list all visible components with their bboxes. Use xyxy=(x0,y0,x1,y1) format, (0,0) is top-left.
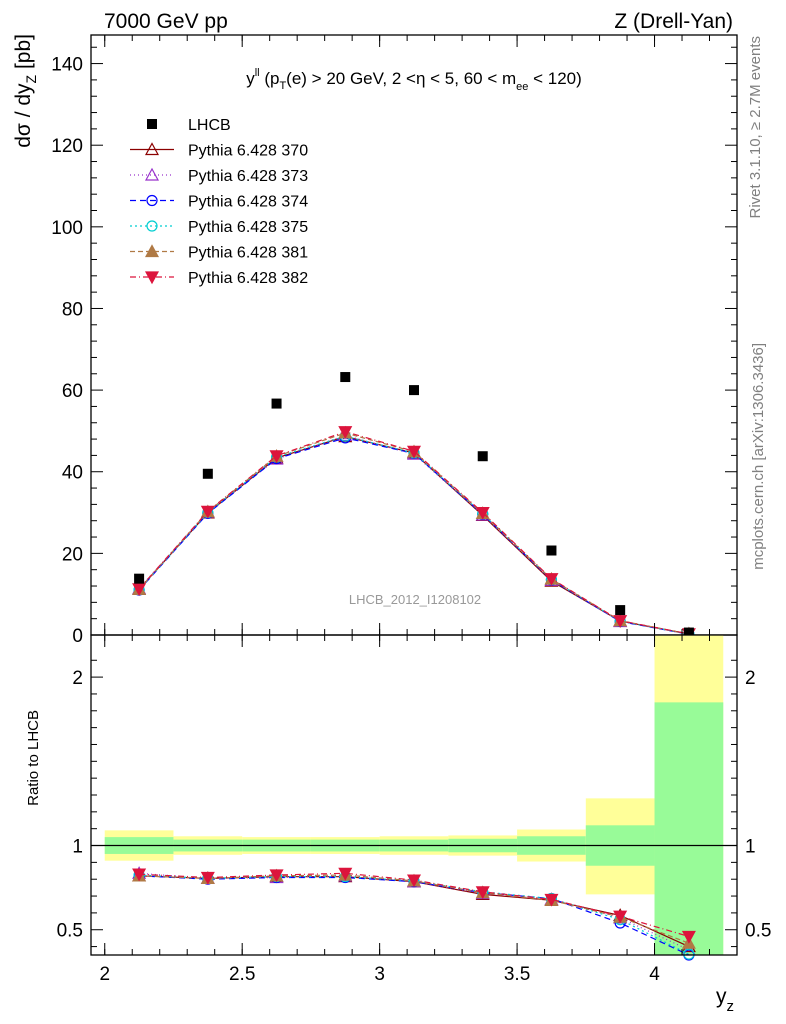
series-line xyxy=(138,431,690,635)
xtick-label: 3 xyxy=(374,964,385,985)
ratio-point xyxy=(132,868,147,882)
ratio-point xyxy=(338,867,353,881)
data-point xyxy=(134,573,145,584)
ratio-ytick-label-right: 0.5 xyxy=(745,921,771,942)
main-ytick-label: 140 xyxy=(51,55,83,76)
main-ytick-label: 40 xyxy=(62,463,83,484)
series-point xyxy=(338,426,353,439)
data-point xyxy=(477,451,488,462)
legend-label: Pythia 6.428 374 xyxy=(188,194,308,211)
main-ylabel-unit: [pb] xyxy=(12,34,35,75)
ratio-ylabel: Ratio to LHCB xyxy=(25,710,42,806)
title-y: y xyxy=(246,69,255,88)
title-mid: (e) > 20 GeV, 2 <η < 5, 60 < m xyxy=(286,69,516,88)
ratio-ytick-label-right: 1 xyxy=(745,837,756,858)
ratio-point xyxy=(406,874,422,888)
header-right: Z (Drell-Yan) xyxy=(614,10,733,33)
legend-label: LHCB xyxy=(188,117,231,134)
legend-marker xyxy=(147,119,157,129)
ratio-ytick-label: 0.5 xyxy=(57,921,83,942)
legend: LHCB Pythia 6.428 370 Pythia 6.428 373 Pyth… xyxy=(130,117,308,287)
ratio-point xyxy=(269,869,284,883)
main-ytick-label: 80 xyxy=(62,299,83,320)
title-y-sup: ll xyxy=(255,67,260,79)
legend-marker xyxy=(144,167,160,181)
xtick-label: 2.5 xyxy=(229,964,255,985)
ratio-point xyxy=(683,948,695,960)
rivet-label: Rivet 3.1.10, ≥ 2.7M events xyxy=(747,36,764,219)
legend-label: Pythia 6.428 381 xyxy=(188,245,308,262)
title-m-sub: ee xyxy=(516,81,528,93)
title-pt-sub: T xyxy=(279,80,286,92)
ratio-frame xyxy=(90,634,738,956)
legend-label: Pythia 6.428 373 xyxy=(188,168,308,185)
series-3 xyxy=(133,432,695,640)
ratio-ytick-label: 2 xyxy=(72,668,83,689)
main-title: yll (pT(e) > 20 GeV, 2 <η < 5, 60 < mee … xyxy=(246,67,582,93)
legend-label: Pythia 6.428 375 xyxy=(188,219,308,236)
data-point xyxy=(683,627,694,638)
mcplots-label: mcplots.cern.ch [arXiv:1306.3436] xyxy=(750,343,767,570)
legend-label: Pythia 6.428 370 xyxy=(188,143,308,160)
main-ytick-label: 60 xyxy=(62,381,83,402)
xtick-label: 2 xyxy=(99,964,110,985)
series-point xyxy=(475,506,490,520)
legend-marker xyxy=(144,271,160,285)
ratio-ytick-label: 1 xyxy=(72,837,83,858)
uncertainty-bands xyxy=(104,635,724,955)
legend-marker xyxy=(144,244,160,258)
header-left: 7000 GeV pp xyxy=(104,10,228,33)
main-ylabel-text: dσ / dy xyxy=(12,83,35,148)
xtick-label: 3.5 xyxy=(504,964,530,985)
series-point xyxy=(269,450,284,464)
ratio-point xyxy=(613,910,628,924)
xtick-label: 4 xyxy=(649,964,660,985)
title-open: (p xyxy=(260,69,280,88)
main-ylabel-sub: Z xyxy=(23,74,39,83)
series-4 xyxy=(133,430,695,640)
legend-marker xyxy=(144,142,160,156)
legend-label: Pythia 6.428 382 xyxy=(188,270,308,287)
series-point xyxy=(200,505,215,519)
legend-marker xyxy=(146,220,158,232)
main-panel: 0 20 40 60 80 100 120 140 LHCB_2012_I1208102 yl… xyxy=(12,34,738,647)
series-point xyxy=(406,445,422,459)
x-axis-label-text: y xyxy=(716,985,727,1008)
data-point xyxy=(615,605,626,616)
data-point xyxy=(340,372,351,383)
main-ytick-label: 100 xyxy=(51,218,83,239)
ratio-point xyxy=(475,886,490,900)
title-close: < 120) xyxy=(528,69,581,88)
data-points xyxy=(134,372,694,638)
ratio-ytick-label-right: 2 xyxy=(745,668,756,689)
ratio-series-6 xyxy=(132,867,696,944)
main-ytick-label: 120 xyxy=(51,136,83,157)
data-point xyxy=(409,385,419,396)
main-ylabel: dσ / dyZ [pb] xyxy=(12,34,39,148)
main-watermark: LHCB_2012_I1208102 xyxy=(349,592,481,607)
x-axis-label: yz xyxy=(716,985,734,1015)
ratio-point xyxy=(544,893,559,907)
series-2 xyxy=(132,428,696,640)
data-point xyxy=(202,468,213,479)
data-point xyxy=(546,545,557,556)
main-ytick-label: 20 xyxy=(62,544,83,565)
series-point xyxy=(132,583,147,597)
ratio-point xyxy=(200,871,215,885)
legend-marker xyxy=(146,194,158,207)
stat-band xyxy=(654,702,724,955)
series-1 xyxy=(132,429,696,640)
ratio-point xyxy=(681,930,696,944)
data-point xyxy=(271,398,282,409)
series-point xyxy=(613,615,628,628)
ratio-panel: 0.5 0.5 1 1 2 2 2 2.5 3 3.5 4 Ratio to LHCB yz xyxy=(25,634,771,1015)
main-ytick-label: 0 xyxy=(72,626,83,647)
x-axis-label-sub: z xyxy=(727,998,735,1015)
series-point xyxy=(544,573,559,586)
